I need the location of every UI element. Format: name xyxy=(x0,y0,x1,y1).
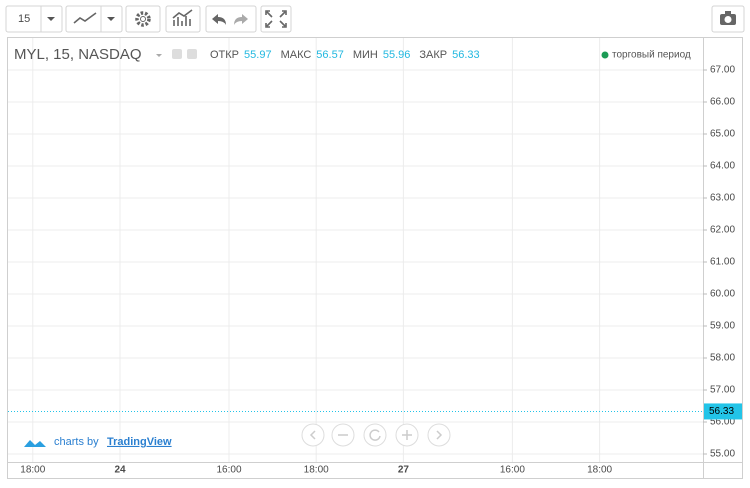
x-tick-label: 16:00 xyxy=(500,465,525,476)
interval-button[interactable] xyxy=(5,5,63,33)
branding-name[interactable]: TradingView xyxy=(107,436,172,448)
y-tick-label: 67.00 xyxy=(710,65,735,76)
ohlc-value: 55.96 xyxy=(383,49,411,61)
x-tick-label: 18:00 xyxy=(587,465,612,476)
y-tick-label: 63.00 xyxy=(710,193,735,204)
legend-header: MYL, 15, NASDAQ торговый период xyxy=(14,46,691,63)
ohlc-value: 56.57 xyxy=(316,49,344,61)
y-tick-label: 59.00 xyxy=(710,321,735,332)
ohlc: ОТКР 55.97 МАКС 56.57 МИН 55.96 ЗАКР 56.33 xyxy=(210,49,480,61)
session-dot xyxy=(601,51,609,59)
y-tick-label: 64.00 xyxy=(710,161,735,172)
interval: 15 xyxy=(18,13,30,25)
chart-style-button[interactable] xyxy=(65,5,123,33)
y-tick-label: 62.00 xyxy=(710,225,735,236)
session: торговый период xyxy=(612,50,691,61)
x-tick-label: 18:00 xyxy=(304,465,329,476)
y-tick-label: 61.00 xyxy=(710,257,735,268)
y-tick-label: 58.00 xyxy=(710,353,735,364)
ohlc-label: МАКС xyxy=(281,49,312,61)
navigation xyxy=(301,423,451,447)
branding: charts by TradingView xyxy=(24,436,172,448)
chart-title: MYL, 15, NASDAQ xyxy=(14,46,142,63)
branding-prefix: charts by xyxy=(54,436,99,448)
scroll-left[interactable] xyxy=(301,423,325,447)
undo-redo-button[interactable] xyxy=(205,5,257,33)
fullscreen-button[interactable] xyxy=(260,5,292,33)
chart-frame xyxy=(7,37,743,479)
x-tick-label: 24 xyxy=(114,465,126,476)
x-tick-label: 16:00 xyxy=(216,465,241,476)
scroll-right[interactable] xyxy=(427,423,451,447)
ohlc-value: 55.97 xyxy=(244,49,272,61)
x-tick-label: 18:00 xyxy=(20,465,45,476)
toolbar: 15 xyxy=(5,5,745,33)
ohlc-label: ЗАКР xyxy=(419,49,447,61)
x-tick-label: 27 xyxy=(398,465,410,476)
ohlc-value: 56.33 xyxy=(452,49,480,61)
y-tick-label: 65.00 xyxy=(710,129,735,140)
reset[interactable] xyxy=(363,423,387,447)
ohlc-label: МИН xyxy=(353,49,378,61)
last-price-tag xyxy=(704,403,742,420)
y-tick-label: 66.00 xyxy=(710,97,735,108)
ohlc-label: ОТКР xyxy=(210,49,239,61)
grid: 55.00 56.00 57.00 58.00 59.00 60.00 61.00 62.00… xyxy=(8,38,735,476)
y-tick-label: 60.00 xyxy=(710,289,735,300)
y-tick-label: 56.00 xyxy=(710,417,735,428)
indicators-button[interactable] xyxy=(165,5,201,33)
y-tick-label: 57.00 xyxy=(710,385,735,396)
y-tick-label: 55.00 xyxy=(710,449,735,460)
last-price-label: 56.33 xyxy=(709,406,734,417)
